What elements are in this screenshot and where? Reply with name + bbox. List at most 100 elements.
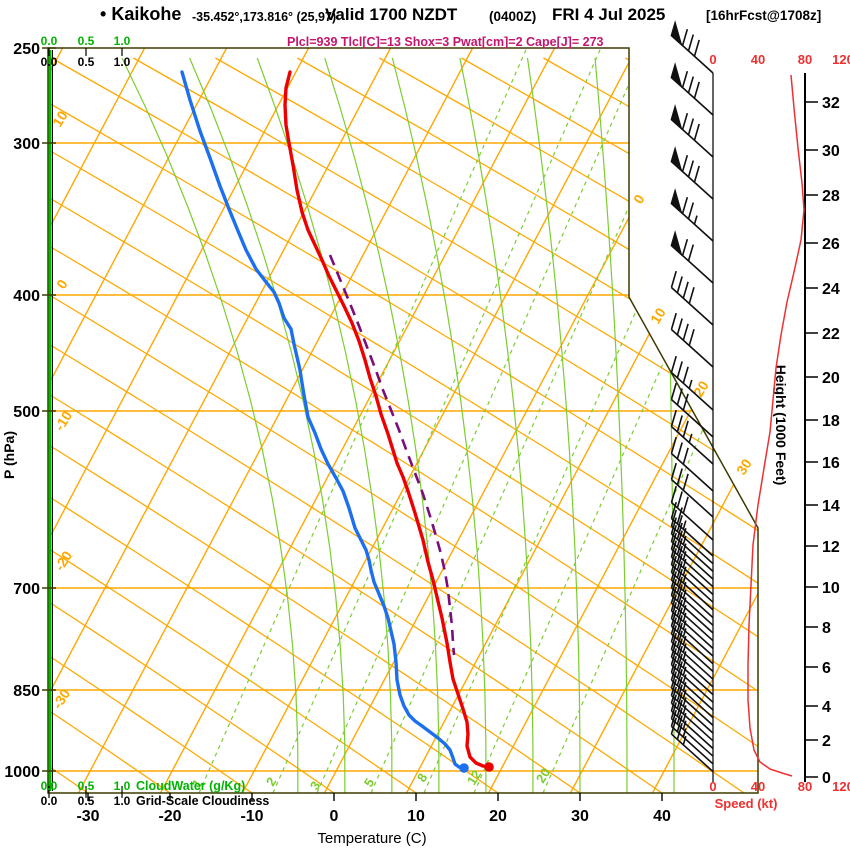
wind-barb-feather [670,270,677,288]
wind-barb [670,425,714,465]
wind-barb-half-feather [682,605,687,615]
wind-barb [670,664,714,703]
dry-adiabat-line [48,57,253,793]
wind-barb-half-feather [682,628,687,638]
wind-barb-feather [676,676,683,694]
wind-barb-half-feather [682,597,687,607]
wind-barb-feather [693,123,700,141]
wind-barb-half-feather [693,215,698,225]
wind-barb [670,656,714,696]
dry-adiabat-line [48,57,417,793]
wind-barb [670,625,714,665]
wind-barb-feather [676,491,683,509]
wind-barb [670,548,714,588]
wind-barb-half-feather [682,612,687,622]
mixing-ratio-label: 5 [361,776,378,790]
wind-barb [670,710,714,750]
speed-tick-label: 120 [832,779,850,794]
dry-adiabat-line [215,57,758,793]
wind-barb-feather [687,160,695,178]
cloudwater-top-label: 0.0 [41,34,58,48]
pressure-tick-label: 300 [13,136,40,153]
wind-barb [670,540,714,580]
wind-barb-half-feather [682,651,687,661]
height-tick-label: 32 [822,95,840,112]
wind-barb-feather [670,578,677,596]
wind-barb-feather [681,70,689,88]
wind-barb-feather [681,28,689,46]
speed-tick-label: 40 [751,779,765,794]
dewpoint-surface-dot [459,763,469,773]
isotherm-line [241,48,638,793]
wind-barb-half-feather [682,543,687,553]
wind-barb-feather [676,661,683,679]
wind-barb-feather [670,694,677,712]
wind-barb-feather [676,722,683,740]
dry-adiabat-line [48,57,335,793]
wind-barbs-group [670,20,714,773]
wind-barb-feather [676,699,683,717]
wind-barb-feather [676,507,683,525]
wind-barb-feather [676,607,683,625]
wind-barb-feather [670,671,677,689]
wind-barb [670,702,714,742]
height-tick-label: 22 [822,326,840,343]
isotherm-line [48,48,228,793]
height-tick-label: 2 [822,733,831,750]
background-grid [48,48,758,793]
mixing-ratio-label: 8 [414,771,431,785]
isotherm-label: 10 [49,108,71,130]
wind-barb [670,610,714,649]
wind-barb-feather [676,442,683,460]
wind-barb-half-feather [682,551,687,561]
wind-barb [670,648,714,688]
wind-barb [670,641,714,680]
cloudiness-scale-title: Grid-Scale Cloudiness [136,794,269,808]
forecast-tag: [16hrFcst@1708z] [706,8,822,23]
temperature-tick-label: 30 [571,808,589,825]
height-tick-label: 28 [822,188,840,205]
wind-barb-feather [676,538,683,555]
wind-barb-feather [676,514,683,532]
wind-barb-half-feather [682,558,687,568]
station-title: • Kaikohe [100,4,181,25]
wind-barb-feather [676,361,683,379]
cloudiness-bottom-label: 0.0 [41,794,58,808]
wind-barb-feather [676,584,683,602]
wind-barb-feather [682,393,689,411]
pressure-tick-label: 250 [13,41,40,58]
wind-barb-feather [670,702,677,719]
wind-barb-feather [682,281,689,299]
height-tick-label: 6 [822,660,831,677]
wind-barb-feather [693,81,700,99]
mixing-ratio-label: 2 [263,775,280,789]
height-tick-label: 26 [822,236,840,253]
wind-barb-feather [676,545,683,563]
wind-barb [670,687,714,726]
cloud-scales: 0.00.00.00.00.50.50.50.51.01.01.01.0Clou… [41,34,270,808]
height-tick-label: 20 [822,370,840,387]
wind-barb [670,571,714,611]
wind-barb-half-feather [682,566,687,576]
wind-barb-feather [670,509,677,527]
mixing-ratio-line [423,48,753,793]
wind-barb-half-feather [682,720,687,730]
speed-axis-title: Speed (kt) [715,796,778,811]
wind-barb-half-feather [682,674,687,684]
isobar-lines [48,142,758,772]
wind-barb-feather [670,312,677,330]
dry-adiabat-line [48,57,745,793]
wind-barb [670,556,714,596]
wind-barb-feather [670,648,677,666]
wind-barb-pennant [670,104,683,131]
wind-barb-feather [676,553,683,571]
wind-barb-feather [670,540,677,558]
pressure-tick-label: 700 [13,581,40,598]
pressure-tick-label: 500 [13,404,40,421]
speed-tick-label: 0 [709,52,716,67]
wind-barb-pennant [670,62,683,89]
speed-tick-label: 0 [709,779,716,794]
wind-barb [670,517,714,557]
dry-adiabat-line [48,57,758,793]
